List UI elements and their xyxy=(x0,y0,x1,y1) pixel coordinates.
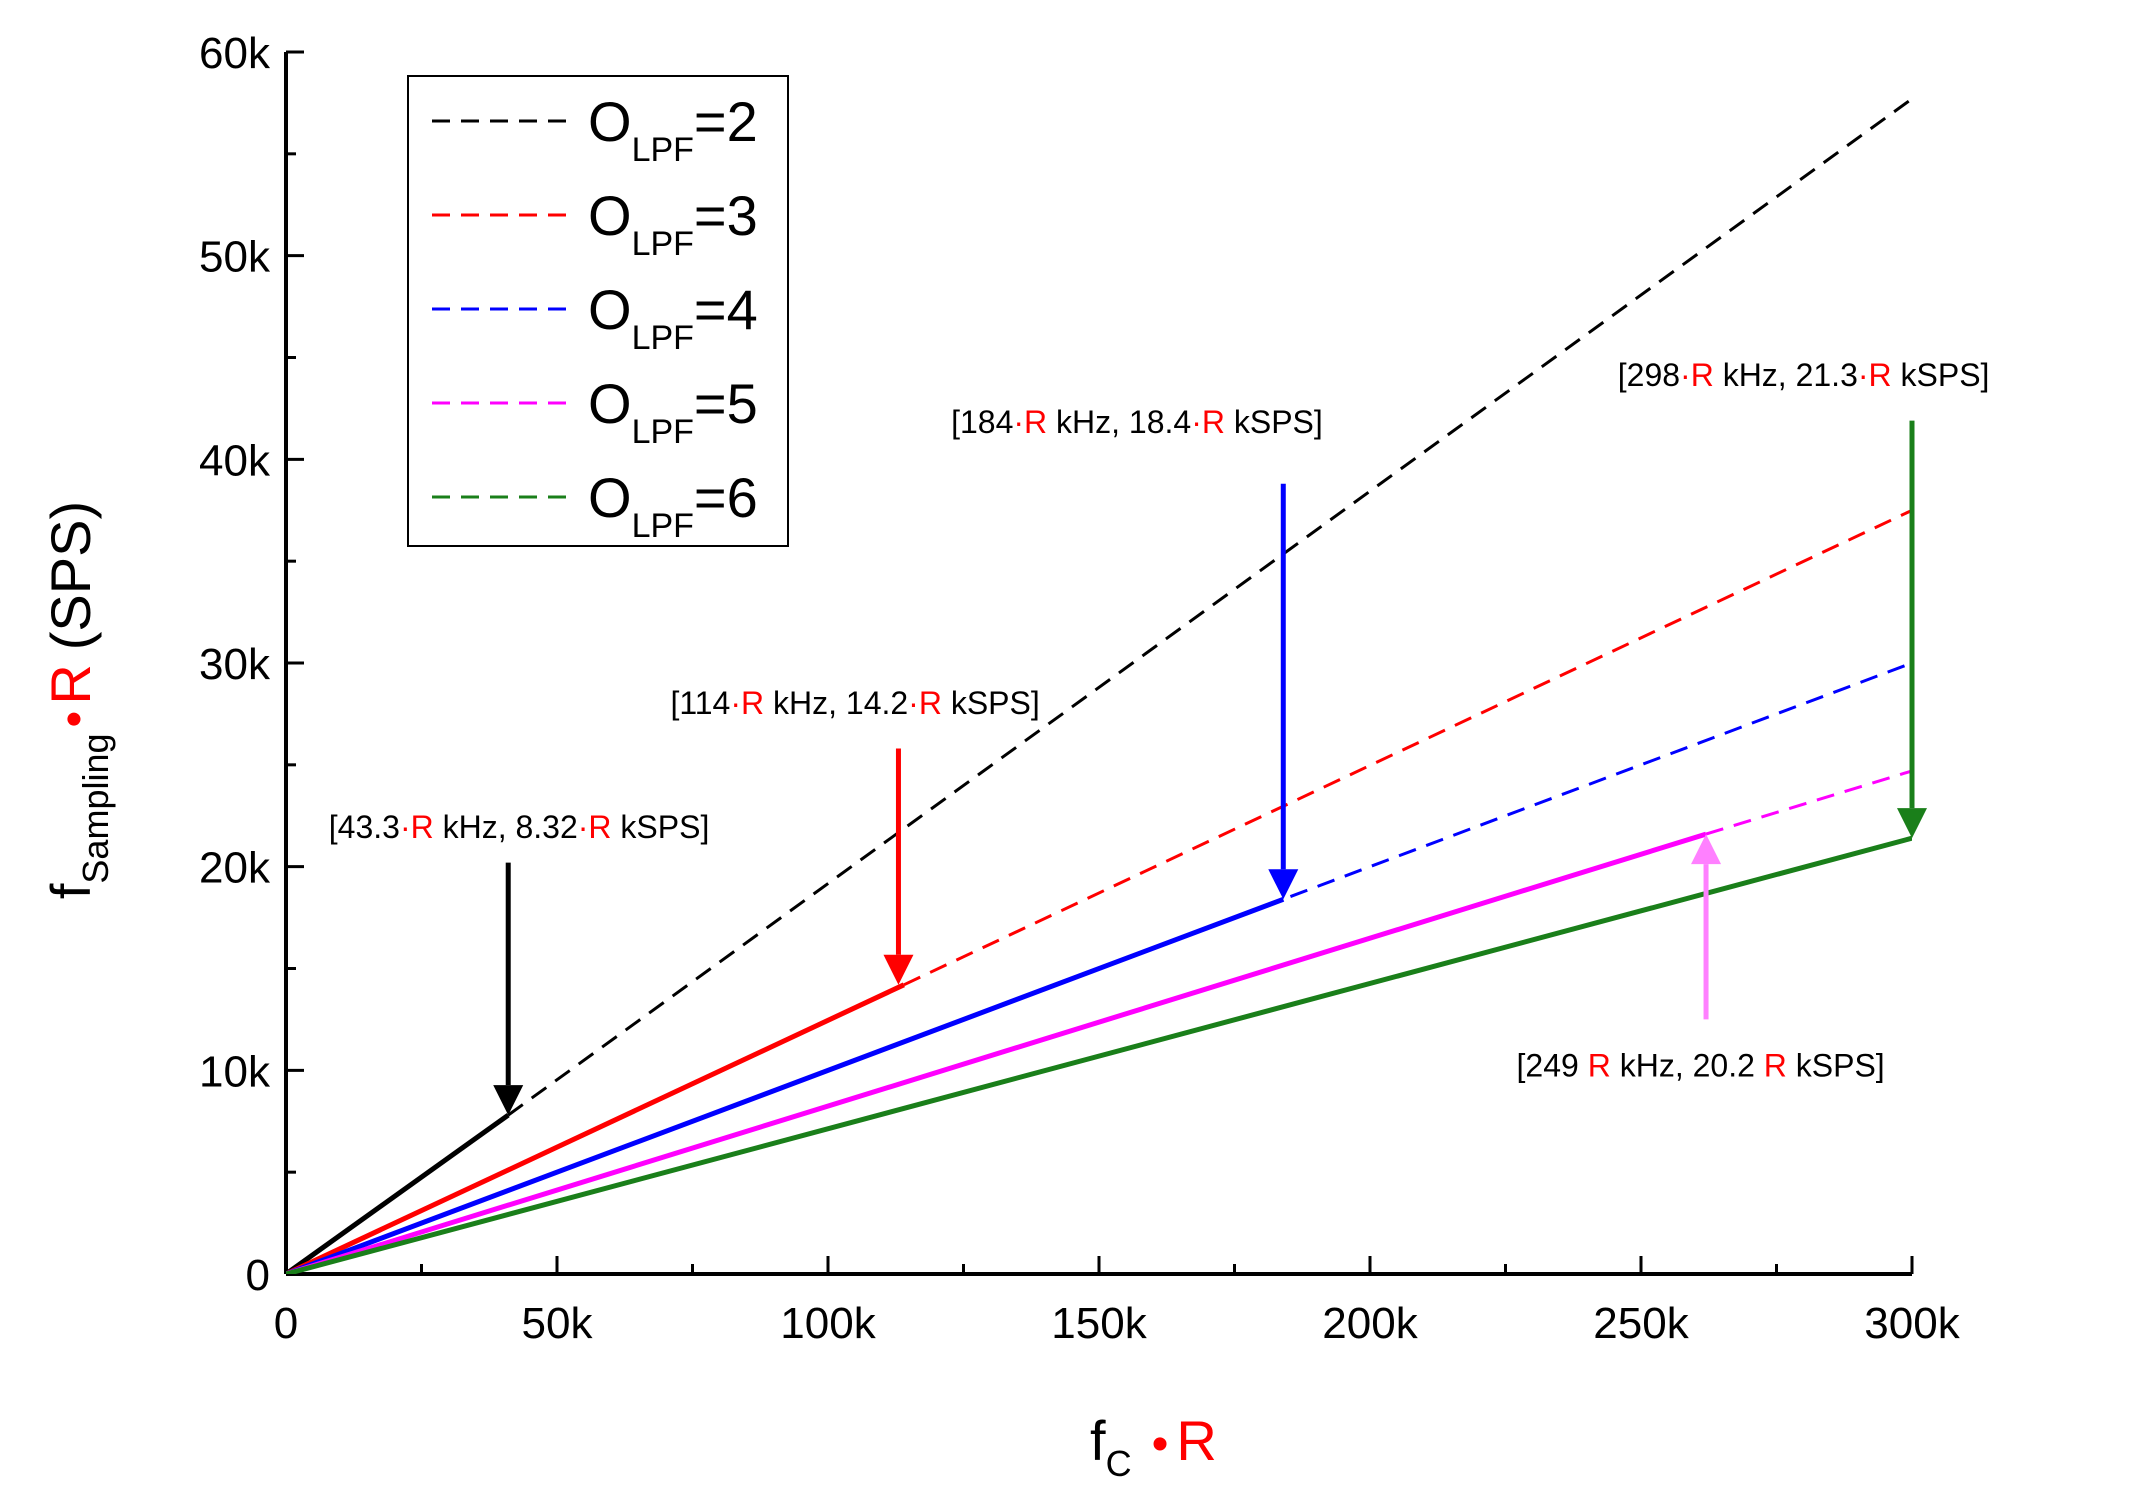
legend-label: OLPF=4 xyxy=(588,278,758,357)
y-tick-label: 50k xyxy=(199,233,271,282)
annotation-1: [43.3·R kHz, 8.32·R kSPS] xyxy=(329,809,710,1116)
y-axis-title: fSampling • R (SPS) xyxy=(39,501,116,899)
annotation-part: kHz, 21.3 xyxy=(1714,357,1858,393)
annotation-part: kSPS] xyxy=(1892,357,1990,393)
legend-box xyxy=(407,75,789,547)
legend-item: OLPF=2 xyxy=(432,90,758,169)
annotation-part: kHz, 18.4 xyxy=(1047,404,1191,440)
axes: 0 50k 100k 150k 200k 250k 300k 0 10k 20k 30k 40k 50k… xyxy=(199,29,1961,1348)
annotation-part: R xyxy=(1588,1047,1611,1083)
arrow-head xyxy=(1897,808,1927,839)
arrow-head xyxy=(883,954,914,985)
annotation-part: ·R xyxy=(1858,357,1892,393)
annotation-part: [249 xyxy=(1517,1047,1588,1083)
annotation-4: [298·R kHz, 21.3·R kSPS] xyxy=(1618,357,1990,839)
annotation-part: R xyxy=(1764,1047,1787,1083)
y-title-r: R xyxy=(39,664,102,704)
series-solid-line xyxy=(286,831,1707,1274)
arrow-head xyxy=(1691,834,1722,865)
annotation-part: kSPS] xyxy=(1225,404,1323,440)
annotation-part: kSPS] xyxy=(612,809,710,845)
series-3 xyxy=(286,508,1912,1274)
annotation-label: [114·R kHz, 14.2·R kSPS] xyxy=(670,685,1039,721)
x-tick-label: 250k xyxy=(1593,1299,1689,1348)
series-solid-line xyxy=(286,1113,510,1274)
annotation-part: ·R xyxy=(1191,404,1225,440)
x-title-r: R xyxy=(1176,1409,1216,1472)
annotation-3: [184·R kHz, 18.4·R kSPS] xyxy=(951,404,1323,900)
legend-item: OLPF=5 xyxy=(432,372,758,451)
annotation-label: [249 R kHz, 20.2 R kSPS] xyxy=(1517,1047,1885,1083)
y-tick-label: 40k xyxy=(199,436,271,485)
x-title-dot: • xyxy=(1152,1418,1169,1471)
series-4 xyxy=(286,661,1912,1274)
series-solid-line xyxy=(286,835,1912,1274)
series-solid-line xyxy=(286,896,1285,1274)
x-tick-label: 300k xyxy=(1864,1299,1960,1348)
y-tick-label: 30k xyxy=(199,640,271,689)
arrow-head xyxy=(1268,869,1299,900)
annotation-2: [114·R kHz, 14.2·R kSPS] xyxy=(670,685,1040,985)
annotation-part: ·R xyxy=(578,809,612,845)
annotation-part: kHz, 8.32 xyxy=(434,809,578,845)
annotation-part: kSPS] xyxy=(942,685,1040,721)
annotation-label: [184·R kHz, 18.4·R kSPS] xyxy=(951,404,1323,440)
series-5 xyxy=(286,769,1912,1274)
x-tick-label: 50k xyxy=(522,1299,594,1348)
series-layer xyxy=(286,97,1912,1274)
series-6 xyxy=(286,835,1912,1274)
x-tick-label: 150k xyxy=(1051,1299,1147,1348)
legend-item: OLPF=6 xyxy=(432,466,758,545)
legend-item: OLPF=3 xyxy=(432,184,758,263)
legend-label: OLPF=6 xyxy=(588,466,758,545)
series-2 xyxy=(286,97,1912,1274)
annotation-part: kHz, 20.2 xyxy=(1611,1047,1764,1083)
series-dashed-line xyxy=(903,508,1912,987)
annotation-part: kHz, 14.2 xyxy=(764,685,908,721)
legend-label: OLPF=2 xyxy=(588,90,758,169)
annotation-label: [298·R kHz, 21.3·R kSPS] xyxy=(1618,357,1990,393)
annotation-part: [184 xyxy=(951,404,1013,440)
x-title-sub: C xyxy=(1106,1443,1132,1484)
annotation-part: [298 xyxy=(1618,357,1680,393)
y-title-main: f xyxy=(39,883,102,899)
annotation-part: ·R xyxy=(400,809,434,845)
x-title-main: f xyxy=(1090,1409,1106,1472)
legend-label: OLPF=3 xyxy=(588,184,758,263)
annotation-part: ·R xyxy=(1680,357,1714,393)
y-tick-label: 0 xyxy=(246,1251,270,1300)
x-tick-label: 100k xyxy=(780,1299,876,1348)
annotation-label: [43.3·R kHz, 8.32·R kSPS] xyxy=(329,809,710,845)
annotation-part: [43.3 xyxy=(329,809,400,845)
y-title-sub: Sampling xyxy=(75,733,116,883)
legend-item: OLPF=4 xyxy=(432,278,758,357)
annotation-part: ·R xyxy=(908,685,942,721)
y-tick-label: 60k xyxy=(199,29,271,78)
annotation-part: [114 xyxy=(670,685,730,721)
series-dashed-line xyxy=(1705,769,1912,836)
x-axis-title: fC • R xyxy=(1090,1409,1217,1484)
annotation-part: ·R xyxy=(730,685,764,721)
annotation-part: ·R xyxy=(1013,404,1047,440)
arrow-head xyxy=(493,1085,524,1116)
annotations: [43.3·R kHz, 8.32·R kSPS][114·R kHz, 14.… xyxy=(329,357,1990,1116)
annotation-5: [249 R kHz, 20.2 R kSPS] xyxy=(1517,834,1885,1083)
annotation-part: kSPS] xyxy=(1787,1047,1885,1083)
x-tick-label: 200k xyxy=(1322,1299,1418,1348)
y-title-dot: • xyxy=(48,711,101,728)
y-axis-title-text: fSampling • R (SPS) xyxy=(39,501,116,899)
x-tick-label: 0 xyxy=(274,1299,298,1348)
x-axis-title-text: fC • R xyxy=(1090,1409,1217,1484)
legend: OLPF=2 OLPF=3 OLPF=4 OLPF=5 OLPF=6 xyxy=(407,75,789,547)
y-tick-label: 10k xyxy=(199,1047,271,1096)
y-title-unit: (SPS) xyxy=(39,501,102,650)
series-solid-line xyxy=(286,982,905,1274)
legend-label: OLPF=5 xyxy=(588,372,758,451)
y-tick-label: 20k xyxy=(199,844,271,893)
